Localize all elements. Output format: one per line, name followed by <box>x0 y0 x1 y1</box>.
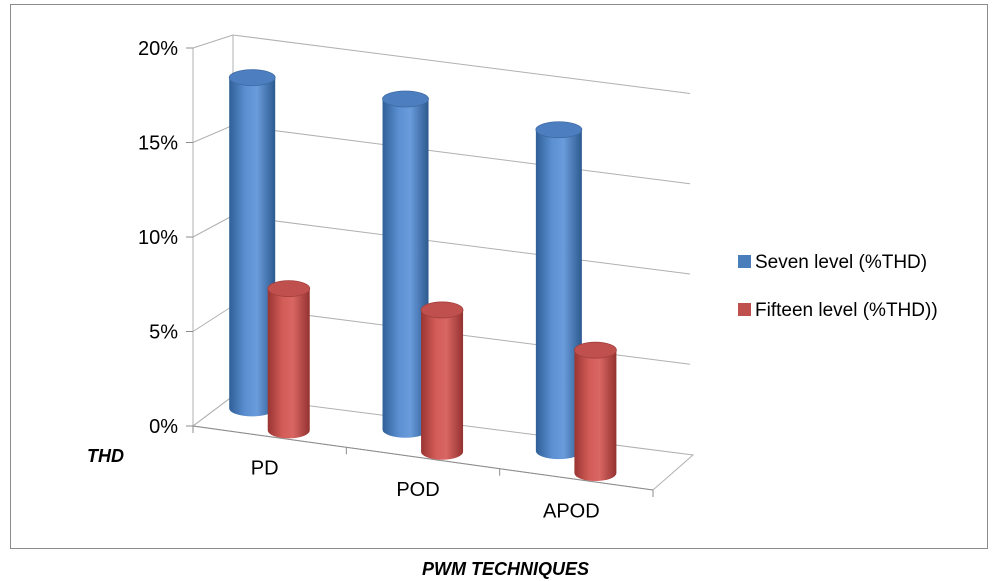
legend-label-fifteen: Fifteen level (%THD)) <box>755 300 938 321</box>
bar-top-seven-pd <box>228 69 276 87</box>
gridline <box>232 124 691 185</box>
legend-swatch-fifteen <box>738 303 751 316</box>
gridline-connector <box>192 34 234 49</box>
bar-fifteen-apod <box>574 350 617 482</box>
y-axis: 0% 5% 10% 15% 20% <box>138 38 193 438</box>
x-axis-line <box>192 425 654 491</box>
bar-fifteen-pd <box>267 288 310 439</box>
bar-top-seven-apod <box>535 121 583 139</box>
gridline-connector <box>192 124 234 143</box>
bar-seven-apod <box>535 129 582 460</box>
legend-swatch-seven <box>738 255 751 268</box>
bar-seven-pd <box>229 77 276 417</box>
bar-fifteen-pod <box>421 309 464 460</box>
y-tick-label: 10% <box>138 227 178 249</box>
category-label: PD <box>251 458 279 480</box>
y-tick-label: 15% <box>138 133 178 155</box>
legend: Seven level (%THD) Fifteen level (%THD)) <box>738 252 938 321</box>
y-tick-label: 0% <box>149 416 178 438</box>
gridline <box>232 34 691 94</box>
category-label: APOD <box>543 500 600 522</box>
y-tick-label: 20% <box>138 38 178 60</box>
y-axis-title: THD <box>87 446 124 466</box>
x-axis-title: PWM TECHNIQUES <box>422 559 589 579</box>
gridline <box>232 215 691 275</box>
x-axis <box>192 425 654 497</box>
category-labels: PD POD APOD <box>251 458 600 523</box>
y-tick-label: 5% <box>149 322 178 344</box>
bar-top-fifteen-apod <box>574 341 617 359</box>
bar-seven-pod <box>382 98 429 438</box>
bar-top-seven-pod <box>382 90 429 108</box>
chart-frame <box>10 4 988 549</box>
gridline-connector <box>192 305 234 332</box>
bars <box>228 69 617 482</box>
legend-label-seven: Seven level (%THD) <box>755 252 927 273</box>
gridline-connector <box>192 395 234 427</box>
gridline-connector <box>192 215 234 238</box>
category-label: POD <box>396 479 439 501</box>
bar-top-fifteen-pd <box>267 280 311 298</box>
bar-top-fifteen-pod <box>420 301 464 319</box>
